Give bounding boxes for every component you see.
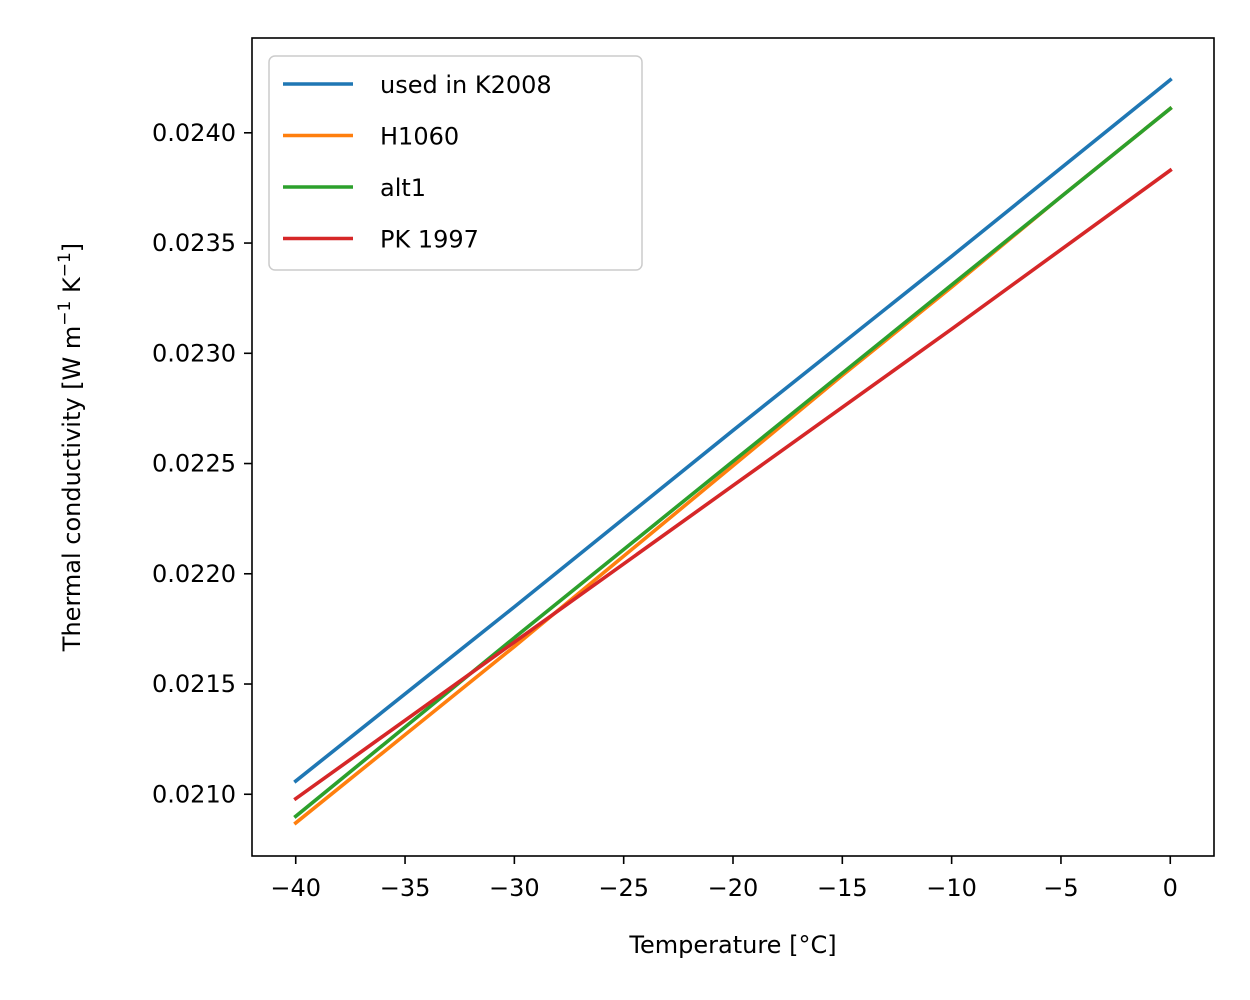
- x-tick-label: 0: [1163, 874, 1178, 902]
- legend-label: used in K2008: [380, 71, 552, 99]
- series-line-1: [293, 77, 1173, 784]
- y-tick-label: 0.0225: [152, 450, 236, 478]
- legend-label: H1060: [380, 123, 459, 151]
- y-axis-label-sup2: −1: [55, 252, 75, 277]
- y-axis-label-main: Thermal conductivity [W m: [58, 326, 86, 653]
- y-tick-label: 0.0230: [152, 339, 236, 367]
- legend-label: PK 1997: [380, 226, 479, 254]
- y-axis-label: Thermal conductivity [W m−1 K−1]: [55, 243, 86, 652]
- x-tick-label: −10: [926, 874, 977, 902]
- y-tick-label: 0.0240: [152, 119, 236, 147]
- y-axis-label-end: ]: [58, 243, 86, 252]
- legend-label: alt1: [380, 174, 426, 202]
- plot-lines: [293, 77, 1173, 826]
- x-tick-label: −30: [489, 874, 540, 902]
- series-line-4: [293, 167, 1173, 802]
- y-tick-label: 0.0215: [152, 670, 236, 698]
- series-line-3: [293, 106, 1173, 819]
- y-axis-ticks: 0.0210 0.0215 0.0220 0.0225 0.0230 0.0235 0.02…: [152, 119, 252, 808]
- x-tick-label: −15: [817, 874, 868, 902]
- x-tick-label: −25: [598, 874, 649, 902]
- x-axis-label: Temperature [°C]: [628, 931, 836, 959]
- y-axis-label-sup1: −1: [55, 301, 75, 326]
- x-tick-label: −40: [270, 874, 321, 902]
- y-tick-label: 0.0210: [152, 780, 236, 808]
- x-tick-label: −5: [1043, 874, 1078, 902]
- y-tick-label: 0.0220: [152, 560, 236, 588]
- y-tick-label: 0.0235: [152, 229, 236, 257]
- x-tick-label: −20: [708, 874, 759, 902]
- y-axis-label-mid: K: [58, 276, 86, 301]
- legend: used in K2008 H1060 alt1 PK 1997: [268, 55, 643, 271]
- legend-box: [268, 55, 643, 271]
- x-tick-label: −35: [380, 874, 431, 902]
- x-axis-ticks: −40 −35 −30 −25 −20 −15 −10 −5 0: [270, 856, 1178, 902]
